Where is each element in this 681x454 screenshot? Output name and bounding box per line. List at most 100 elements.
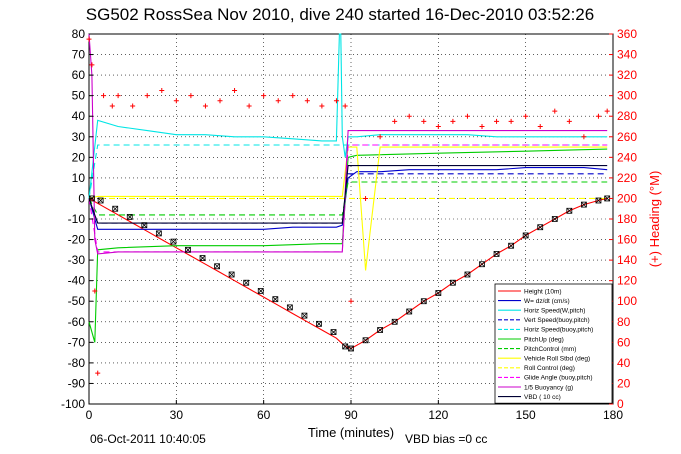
heading-point bbox=[342, 103, 348, 109]
heading-point bbox=[479, 124, 485, 129]
y-left-tick-label: 70 bbox=[72, 48, 86, 62]
y-right-tick-label: 260 bbox=[617, 130, 637, 144]
y-left-tick-label: -80 bbox=[68, 356, 86, 370]
vbd-marker bbox=[126, 214, 133, 220]
y-left-tick-label: -20 bbox=[68, 233, 86, 247]
series-line-6 bbox=[88, 181, 608, 216]
y-right-tick-label: 180 bbox=[617, 212, 637, 226]
vbd-marker bbox=[170, 238, 177, 245]
heading-point bbox=[130, 103, 136, 109]
legend-entry: VBD ( 10 cc) bbox=[524, 394, 561, 401]
y-left-tick-label: 20 bbox=[72, 150, 86, 164]
heading-point bbox=[144, 93, 150, 99]
vbd-marker bbox=[420, 298, 427, 305]
heading-point bbox=[232, 88, 238, 94]
legend-entry: Horiz Speed(buoy,pitch) bbox=[524, 327, 593, 334]
heading-point bbox=[406, 113, 412, 119]
y-right-tick-label: 100 bbox=[617, 294, 637, 308]
y-left-tick-label: 10 bbox=[72, 171, 86, 185]
vbd-marker bbox=[185, 246, 191, 253]
heading-point bbox=[552, 108, 558, 114]
heading-point bbox=[95, 370, 101, 376]
heading-point bbox=[304, 98, 310, 104]
heading-point bbox=[333, 98, 339, 104]
vbd-marker bbox=[342, 343, 349, 350]
footer-vbd-bias: VBD bias =0 cc bbox=[405, 432, 487, 446]
series-line-2 bbox=[88, 33, 608, 199]
heading-point bbox=[86, 36, 92, 42]
heading-point bbox=[159, 88, 165, 94]
y-left-axis-ticks: 80 70 60 50 40 30 20 10 0 -10 -20 -30 -40 -50 -60 -70 -8… bbox=[61, 27, 93, 411]
heading-point bbox=[319, 103, 325, 109]
legend: Height (10m) W= dz/dt (cm/s) Horiz Speed(W… bbox=[494, 283, 613, 404]
legend-entry: PitchUp (deg) bbox=[524, 336, 564, 343]
heading-point bbox=[101, 93, 107, 99]
x-axis-label: Time (minutes) bbox=[308, 425, 394, 440]
vbd-marker bbox=[362, 337, 369, 344]
x-tick-label: 120 bbox=[428, 408, 448, 422]
heading-point bbox=[275, 98, 281, 104]
x-tick-label: 30 bbox=[170, 408, 184, 422]
legend-entry: Glide Angle (buoy,pitch) bbox=[524, 375, 593, 382]
y-right-tick-label: 40 bbox=[617, 356, 631, 370]
vbd-marker bbox=[243, 279, 250, 286]
heading-point bbox=[348, 298, 354, 304]
series-line-4 bbox=[88, 144, 608, 199]
y-right-tick-label: 240 bbox=[617, 150, 637, 164]
vbd-marker bbox=[228, 271, 235, 278]
legend-entry: Vehicle Roll Stbd (deg) bbox=[524, 356, 590, 363]
series-line-5 bbox=[88, 148, 608, 343]
vbd-marker bbox=[595, 197, 602, 204]
heading-point bbox=[464, 113, 470, 119]
y-right-tick-label: 300 bbox=[617, 89, 637, 103]
vbd-marker bbox=[377, 327, 384, 333]
chart-title: SG502 RossSea Nov 2010, dive 240 started… bbox=[86, 5, 594, 24]
footer-date: 06-Oct-2011 10:40:05 bbox=[90, 432, 206, 446]
legend-entry: Roll Control (deg) bbox=[524, 365, 575, 372]
vbd-marker bbox=[551, 216, 558, 222]
heading-point bbox=[566, 118, 572, 124]
y-left-tick-label: -90 bbox=[68, 376, 86, 390]
x-tick-label: 0 bbox=[86, 408, 93, 422]
y-left-tick-label: -100 bbox=[61, 397, 85, 411]
y-right-tick-label: 0 bbox=[617, 397, 624, 411]
vbd-marker bbox=[155, 230, 162, 237]
vbd-marker-layer bbox=[89, 195, 611, 352]
y-right-tick-label: 60 bbox=[617, 335, 631, 349]
vbd-marker bbox=[479, 261, 485, 268]
y-left-tick-label: -60 bbox=[68, 315, 86, 329]
x-axis-ticks: 0 30 60 90 120 150 180 bbox=[86, 400, 623, 422]
vbd-marker bbox=[112, 205, 119, 212]
vbd-marker bbox=[406, 308, 413, 315]
heading-point bbox=[508, 118, 514, 124]
y-left-tick-label: 80 bbox=[72, 27, 86, 41]
vbd-marker bbox=[566, 207, 573, 214]
y-left-tick-label: -40 bbox=[68, 274, 86, 288]
x-tick-label: 60 bbox=[257, 408, 271, 422]
y-right-axis-ticks: 3603403203002802602402202001801601401201… bbox=[609, 27, 637, 411]
x-tick-label: 150 bbox=[516, 408, 536, 422]
heading-point bbox=[246, 103, 252, 109]
heading-point bbox=[92, 288, 98, 294]
y-right-tick-label: 140 bbox=[617, 253, 637, 267]
vbd-marker bbox=[272, 296, 279, 303]
series-line-11 bbox=[88, 165, 608, 224]
y-left-tick-label: 30 bbox=[72, 130, 86, 144]
heading-point bbox=[89, 62, 95, 68]
heading-point bbox=[604, 108, 610, 114]
legend-entry: PitchControl (mm) bbox=[524, 346, 576, 353]
heading-point bbox=[377, 134, 383, 140]
vbd-marker bbox=[257, 288, 264, 294]
heading-point bbox=[261, 93, 267, 99]
y-left-tick-label: 50 bbox=[72, 89, 86, 103]
heading-layer bbox=[86, 36, 610, 376]
series-line-10 bbox=[88, 33, 608, 255]
vbd-marker bbox=[214, 263, 220, 270]
y-left-tick-label: -30 bbox=[68, 253, 86, 267]
y-right-axis-label: (+) Heading (°M) bbox=[647, 171, 662, 268]
legend-entry: Horiz Speed(W,pitch) bbox=[524, 308, 585, 315]
legend-entry: W= dz/dt (cm/s) bbox=[524, 298, 570, 305]
vbd-marker bbox=[464, 271, 471, 278]
vbd-marker bbox=[199, 255, 206, 261]
